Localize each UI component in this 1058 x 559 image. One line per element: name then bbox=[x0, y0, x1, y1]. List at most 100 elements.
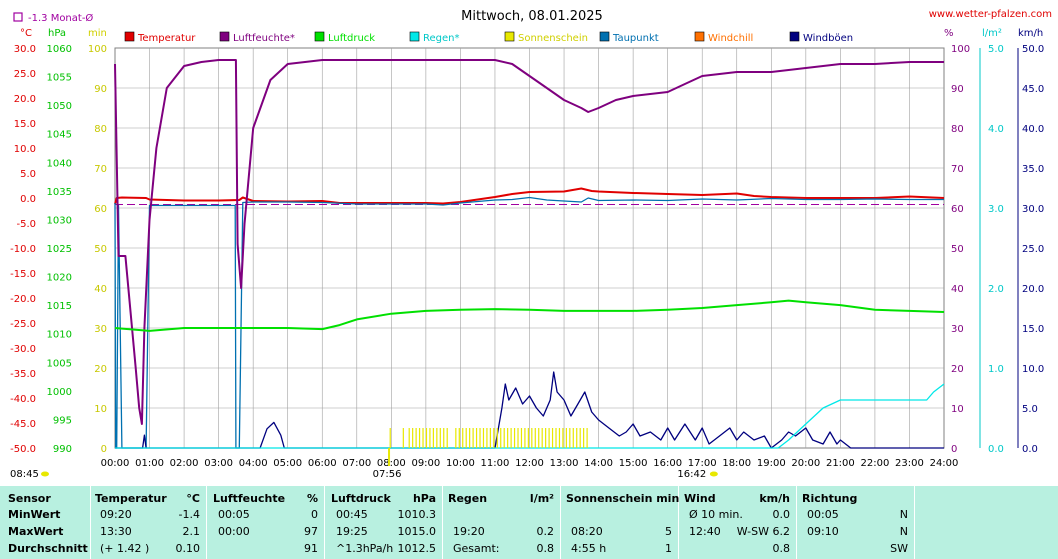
stats-value: W-SW 6.2 bbox=[736, 525, 790, 538]
sunshine-bar bbox=[579, 428, 581, 448]
stats-column-separator bbox=[914, 486, 915, 559]
sunshine-bar bbox=[425, 428, 428, 448]
stats-column-separator bbox=[560, 486, 561, 559]
legend-swatch bbox=[409, 31, 420, 42]
pressure-axis-tick: 1000 bbox=[47, 387, 72, 398]
x-axis-tick: 14:00 bbox=[584, 458, 613, 469]
stats-time: 12:40 bbox=[689, 525, 721, 538]
stats-header: Richtung bbox=[802, 492, 858, 505]
sunshine-bar bbox=[465, 428, 467, 448]
sunshine-bar bbox=[500, 428, 502, 448]
sunshine-bar bbox=[389, 428, 391, 448]
x-axis-tick: 00:00 bbox=[101, 458, 130, 469]
pressure-axis-tick: 1015 bbox=[47, 301, 72, 312]
rain-axis-tick: 3.0 bbox=[988, 204, 1004, 215]
sunshine-bar bbox=[524, 428, 526, 448]
x-axis-tick: 07:00 bbox=[342, 458, 371, 469]
legend-swatch bbox=[599, 31, 610, 42]
sunshine-bar bbox=[482, 428, 485, 448]
wind-axis-tick: 45.0 bbox=[1022, 84, 1044, 95]
stats-time: 09:10 bbox=[807, 525, 839, 538]
rain-unit: l/m² bbox=[982, 28, 1002, 39]
sunshine-bar bbox=[439, 428, 441, 448]
stats-value: 91 bbox=[304, 542, 318, 555]
sunrise-label: 08:45 bbox=[10, 469, 39, 480]
stats-row-label: Durchschnitt bbox=[8, 542, 88, 555]
humidity-axis-tick: 90 bbox=[951, 84, 964, 95]
stats-time: 19:20 bbox=[453, 525, 485, 538]
stats-time: Gesamt: bbox=[453, 542, 500, 555]
temp-axis-tick: -5.0 bbox=[16, 219, 36, 230]
sunshine-bar bbox=[496, 428, 498, 448]
wind-axis-tick: 0.0 bbox=[1022, 444, 1038, 455]
stats-header: Wind bbox=[684, 492, 716, 505]
legend-label: Windböen bbox=[803, 33, 853, 44]
stats-header-unit: km/h bbox=[759, 492, 790, 505]
sunshine-unit: min bbox=[88, 28, 107, 39]
legend-swatch bbox=[694, 31, 705, 42]
pressure-axis-tick: 1030 bbox=[47, 215, 72, 226]
legend-label: Windchill bbox=[708, 33, 753, 44]
legend-label: Sonnenschein bbox=[518, 33, 588, 44]
stats-value: 2.1 bbox=[182, 525, 201, 538]
humidity-axis-tick: 50 bbox=[951, 244, 964, 255]
stats-value: 0.0 bbox=[772, 508, 791, 521]
series-line-luftdruck bbox=[114, 299, 945, 332]
stats-value: 0.8 bbox=[772, 542, 791, 555]
rain-axis-tick: 2.0 bbox=[988, 284, 1004, 295]
stats-time: 00:05 bbox=[807, 508, 839, 521]
stats-column-separator bbox=[678, 486, 679, 559]
temp-axis-tick: 0.0 bbox=[20, 194, 36, 205]
sunshine-bar bbox=[418, 428, 421, 448]
sunshine-bar bbox=[586, 428, 588, 448]
site-link[interactable]: www.wetter-pfalzen.com bbox=[929, 9, 1052, 20]
stats-header-unit: °C bbox=[186, 492, 200, 505]
legend-label: Temperatur bbox=[137, 33, 196, 44]
sunshine-bar bbox=[475, 428, 478, 448]
stats-time: ^1.3hPa/h bbox=[336, 542, 394, 555]
legend-swatch bbox=[789, 31, 800, 42]
stats-column-separator bbox=[796, 486, 797, 559]
sunshine-bar bbox=[443, 428, 445, 448]
sunshine-bar bbox=[472, 428, 474, 448]
sunshine-bar bbox=[486, 428, 488, 448]
x-axis-tick: 19:00 bbox=[757, 458, 786, 469]
stats-time: 00:45 bbox=[336, 508, 368, 521]
sunshine-bar bbox=[527, 428, 529, 448]
stats-header: Luftdruck bbox=[331, 492, 391, 505]
sunshine-bar bbox=[415, 428, 417, 448]
temp-axis-tick: -45.0 bbox=[10, 419, 36, 430]
temp-axis-tick: 25.0 bbox=[14, 69, 36, 80]
wind-axis-tick: 40.0 bbox=[1022, 124, 1044, 135]
series-line-regen bbox=[115, 383, 945, 449]
sunshine-bar bbox=[534, 428, 536, 448]
temp-axis-tick: -40.0 bbox=[10, 394, 36, 405]
stats-time: Ø 10 min. bbox=[689, 508, 743, 521]
stats-time: (+ 1.42 ) bbox=[100, 542, 150, 555]
axes: 30.0 25.0 20.0 15.0 10.0 5.0 0.0 -5.0 -10.0 -15.0… bbox=[10, 44, 1044, 469]
stats-value: 1 bbox=[665, 542, 672, 555]
stats-row-label: MinWert bbox=[8, 508, 61, 521]
sunshine-bar bbox=[455, 428, 457, 448]
sunshine-bar bbox=[558, 428, 561, 448]
pressure-axis-tick: 990 bbox=[53, 444, 72, 455]
stats-value: 97 bbox=[304, 525, 318, 538]
x-axis-tick: 10:00 bbox=[446, 458, 475, 469]
series-line-temperatur bbox=[114, 187, 945, 205]
sunshine-bar bbox=[507, 428, 509, 448]
sunshine-bar bbox=[551, 428, 554, 448]
sunshine-bar bbox=[412, 428, 414, 448]
wind-axis-tick: 30.0 bbox=[1022, 204, 1044, 215]
time-markers: 08:45 07:56 16:42 bbox=[10, 448, 718, 480]
sunshine-bar bbox=[422, 428, 424, 448]
series-line-luftfeuchte bbox=[114, 59, 944, 425]
sunshine-axis-tick: 80 bbox=[94, 124, 107, 135]
x-axis-tick: 15:00 bbox=[619, 458, 648, 469]
sunshine-axis-tick: 30 bbox=[94, 324, 107, 335]
stats-time: 00:00 bbox=[218, 525, 250, 538]
x-axis-tick: 22:00 bbox=[861, 458, 890, 469]
sunrise-icon bbox=[41, 471, 49, 477]
stats-header: Regen bbox=[448, 492, 488, 505]
sunshine-bar bbox=[569, 428, 571, 448]
stats-time: 08:20 bbox=[571, 525, 603, 538]
